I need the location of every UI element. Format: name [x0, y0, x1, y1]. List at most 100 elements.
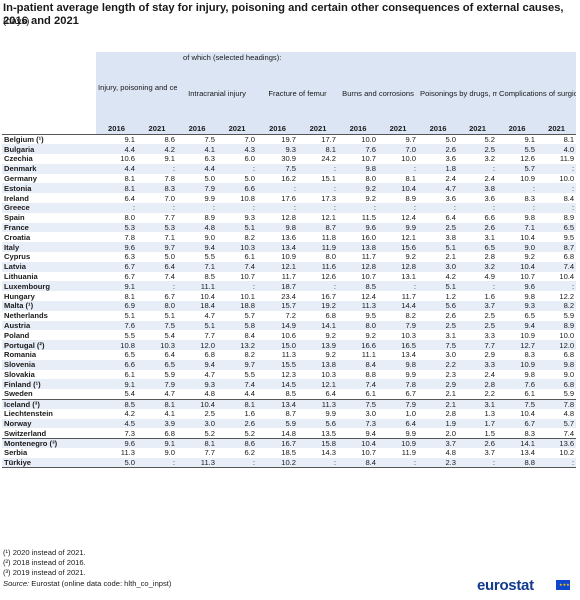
- value-cell: 9.7: [217, 359, 258, 370]
- value-cell: 10.4: [497, 261, 538, 272]
- country-name: Poland: [2, 330, 96, 341]
- value-cell: 10.4: [497, 232, 538, 243]
- value-cell: 7.4: [537, 428, 577, 439]
- value-cell: 6.4: [378, 418, 419, 429]
- value-cell: 7.5: [137, 320, 178, 331]
- value-cell: 15.6: [378, 242, 419, 253]
- country-name: Switzerland: [2, 428, 96, 439]
- value-cell: 2.2: [418, 359, 459, 370]
- value-cell: 11.7: [338, 252, 379, 262]
- value-cell: 9.0: [537, 369, 577, 380]
- value-cell: 10.9: [497, 173, 538, 184]
- value-cell: 3.6: [418, 193, 459, 204]
- value-cell: 6.1: [96, 369, 137, 380]
- value-cell: 8.0: [137, 301, 178, 311]
- value-cell: 7.7: [177, 448, 218, 458]
- value-cell: 15.5: [257, 359, 299, 370]
- value-cell: 8.7: [298, 222, 339, 233]
- value-cell: 8.8: [497, 457, 538, 469]
- value-cell: 12.6: [298, 271, 339, 282]
- footnote: (¹) 2020 instead of 2021.: [3, 548, 86, 557]
- value-cell: 14.9: [257, 320, 299, 331]
- logo-text: eurostat: [477, 577, 534, 594]
- value-cell: 7.5: [257, 163, 299, 174]
- value-cell: 2.3: [418, 457, 459, 469]
- value-cell: :: [497, 203, 538, 213]
- year-header-row: 2016 2021 2016 2021 2016 2021 2016 2021 2016 2021…: [2, 123, 577, 135]
- value-cell: 9.5: [537, 232, 577, 243]
- value-cell: 14.1: [497, 437, 538, 448]
- table-unit: (days): [3, 16, 30, 27]
- value-cell: 12.1: [298, 212, 339, 223]
- year-header: 2021: [548, 124, 566, 133]
- value-cell: 9.0: [177, 232, 218, 243]
- value-cell: 10.6: [257, 330, 299, 341]
- value-cell: 16.7: [298, 291, 339, 302]
- value-cell: 9.6: [497, 281, 538, 292]
- value-cell: :: [137, 163, 178, 174]
- value-cell: 8.4: [338, 457, 379, 469]
- value-cell: 6.5: [458, 242, 498, 253]
- value-cell: 6.1: [217, 252, 258, 262]
- value-cell: 6.7: [378, 389, 419, 400]
- value-cell: 19.7: [257, 134, 299, 145]
- value-cell: 11.8: [298, 232, 339, 243]
- value-cell: 5.6: [418, 301, 459, 311]
- value-cell: 15.0: [257, 340, 299, 351]
- value-cell: 9.1: [137, 154, 178, 164]
- country-name: Latvia: [2, 261, 96, 272]
- value-cell: :: [217, 203, 258, 213]
- value-cell: 2.9: [458, 350, 498, 360]
- table-row: Hungary 8.1 6.7 10.4 10.1 23.4 16.7 12.4 11.7 1.2…: [2, 291, 577, 302]
- column-group-header: Injury, poisoning and certain other cons…: [98, 83, 178, 92]
- value-cell: 5.7: [537, 418, 577, 429]
- value-cell: 10.7: [217, 271, 258, 282]
- value-cell: 5.9: [537, 310, 577, 321]
- value-cell: 7.9: [378, 398, 419, 409]
- value-cell: 13.6: [257, 232, 299, 243]
- eu-flag-icon: ★★★: [556, 580, 570, 590]
- table-row: Norway 4.5 3.9 3.0 2.6 5.9 5.6 7.3 6.4 1.9 1.7 6.7 5…: [2, 418, 577, 429]
- value-cell: 5.0: [177, 173, 218, 184]
- value-cell: :: [177, 203, 218, 213]
- value-cell: 12.0: [177, 340, 218, 351]
- value-cell: 14.5: [257, 379, 299, 390]
- value-cell: 3.6: [458, 193, 498, 204]
- value-cell: 6.5: [537, 222, 577, 233]
- value-cell: 13.5: [298, 428, 339, 439]
- eurostat-logo: eurostat ★★★: [477, 577, 577, 595]
- value-cell: 2.6: [418, 310, 459, 321]
- value-cell: 7.8: [96, 232, 137, 243]
- value-cell: 15.1: [298, 173, 339, 184]
- value-cell: 9.8: [497, 291, 538, 302]
- value-cell: 7.4: [537, 261, 577, 272]
- value-cell: 8.3: [497, 350, 538, 360]
- value-cell: 1.5: [458, 428, 498, 439]
- value-cell: 8.0: [338, 320, 379, 331]
- value-cell: 5.4: [137, 330, 178, 341]
- value-cell: 7.5: [497, 398, 538, 409]
- value-cell: 6.3: [177, 154, 218, 164]
- year-header: 2016: [269, 124, 286, 133]
- value-cell: :: [537, 163, 577, 174]
- table-row: Serbia 11.3 9.0 7.7 6.2 18.5 14.3 10.7 11.9 4.8 3.…: [2, 448, 577, 458]
- value-cell: 7.4: [137, 271, 178, 282]
- country-name: Cyprus: [2, 252, 96, 262]
- country-name: Romania: [2, 350, 96, 360]
- value-cell: 6.6: [96, 359, 137, 370]
- value-cell: 9.8: [257, 222, 299, 233]
- value-cell: 8.8: [338, 369, 379, 380]
- year-header: 2021: [389, 124, 407, 133]
- value-cell: 10.7: [338, 271, 379, 282]
- value-cell: 4.8: [177, 222, 218, 233]
- value-cell: 3.1: [418, 330, 459, 341]
- value-cell: 5.1: [217, 222, 258, 233]
- value-cell: 3.8: [458, 183, 498, 194]
- value-cell: 10.3: [217, 242, 258, 253]
- country-name: Slovakia: [2, 369, 96, 380]
- value-cell: 9.9: [378, 222, 419, 233]
- value-cell: 9.2: [378, 252, 419, 262]
- value-cell: 10.7: [338, 448, 379, 458]
- table-row: Türkiye 5.0:11.3:10.2:8.4:2.3:8.8:: [2, 457, 577, 469]
- value-cell: 9.1: [137, 437, 178, 448]
